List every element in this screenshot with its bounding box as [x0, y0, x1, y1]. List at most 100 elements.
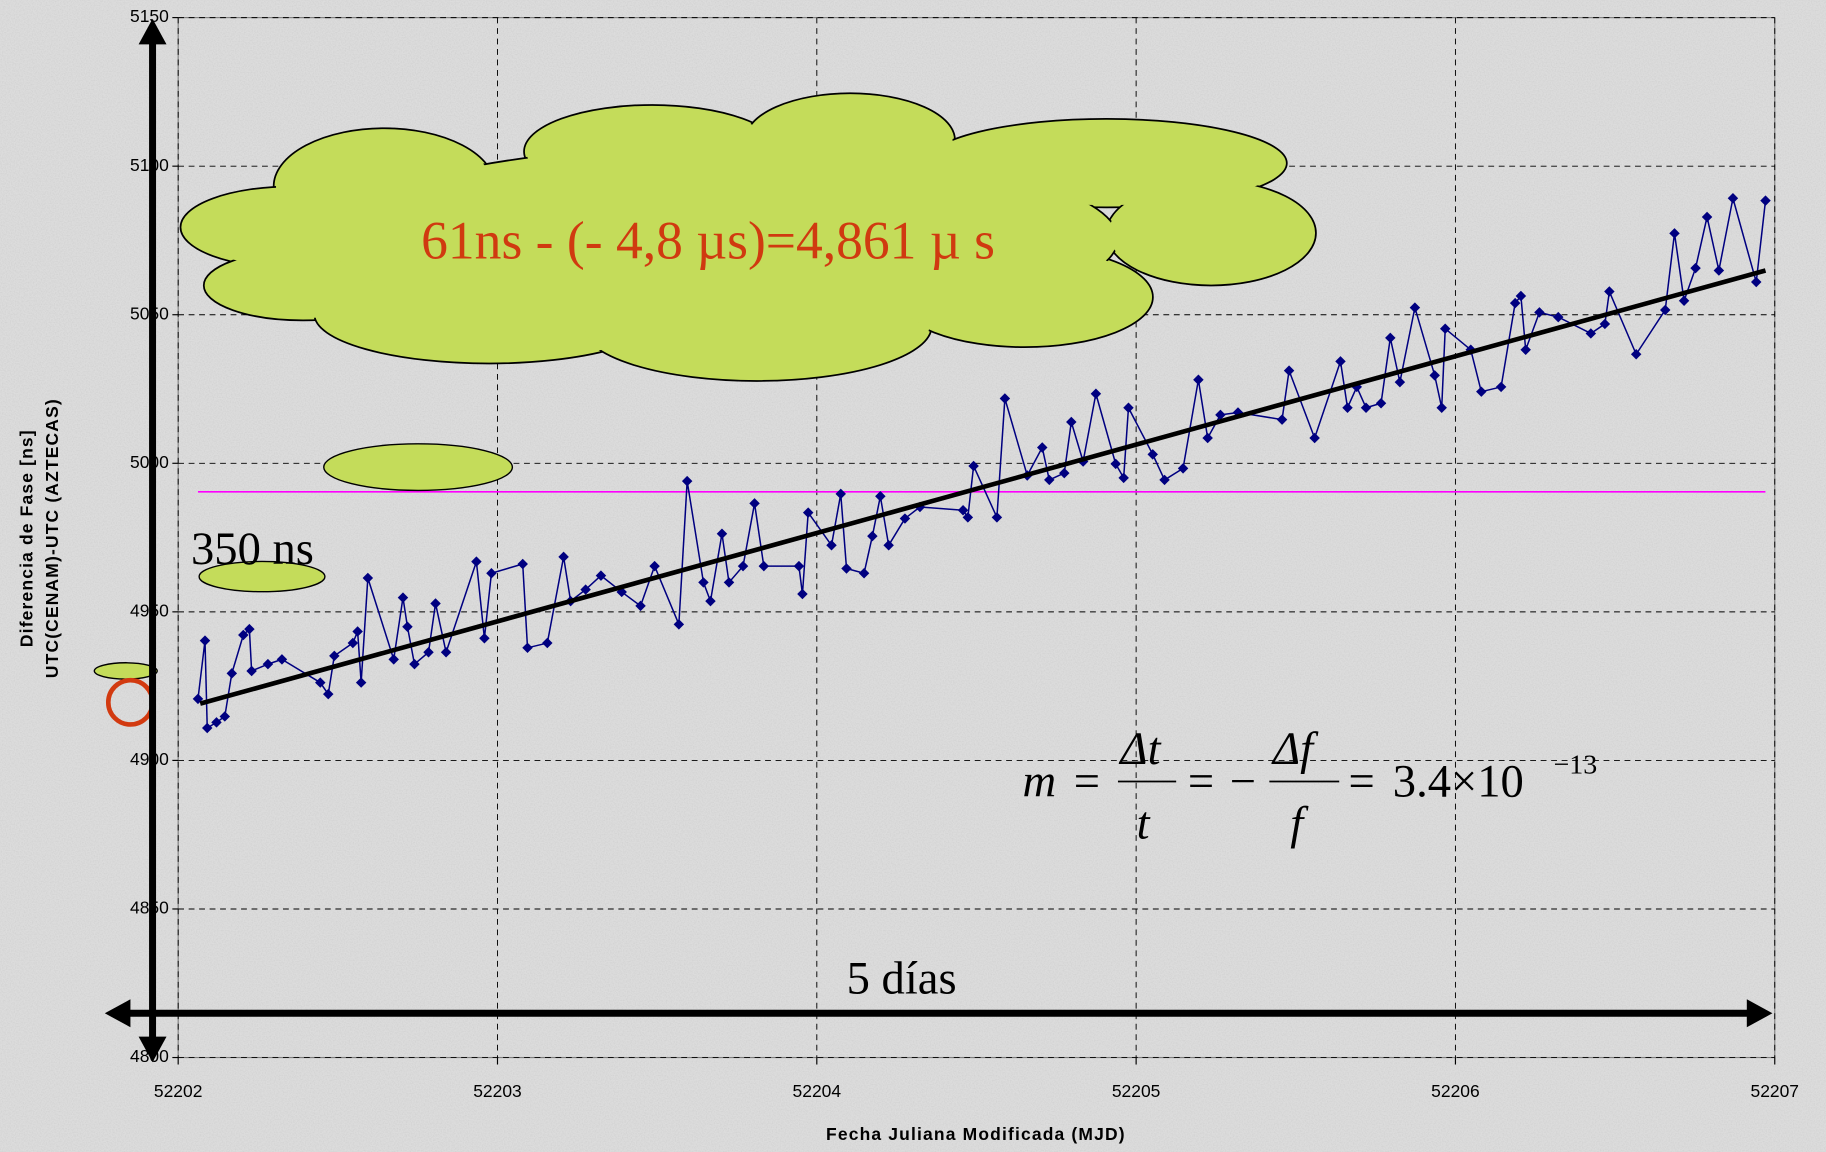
x-tick-label: 52206 — [1431, 1081, 1480, 1101]
x-tick-label: 52207 — [1750, 1081, 1799, 1101]
marker — [1436, 402, 1447, 413]
marker — [1599, 318, 1611, 330]
marker — [1630, 349, 1642, 360]
marker — [409, 658, 420, 670]
marker — [1375, 398, 1387, 409]
y-axis-title: UTC(CENAM)-UTC (AZTECAS) — [42, 398, 62, 678]
marker — [1678, 295, 1690, 307]
marker — [1159, 474, 1170, 486]
x-tick-label: 52203 — [473, 1081, 522, 1101]
marker — [1760, 195, 1771, 206]
marker — [423, 647, 434, 658]
trend-line — [199, 268, 1767, 706]
marker — [522, 642, 533, 654]
small-cloud — [93, 662, 158, 680]
span-ns: 350 ns — [191, 523, 314, 575]
span-days: 5 días — [847, 952, 957, 1004]
formula-exp: −13 — [1553, 749, 1597, 780]
formula-m: m — [1022, 756, 1056, 808]
formula-t: t — [1137, 798, 1151, 850]
marker — [957, 504, 969, 516]
marker — [826, 540, 837, 551]
marker — [276, 654, 288, 665]
marker — [323, 688, 334, 700]
marker — [1066, 416, 1077, 428]
marker — [1283, 365, 1295, 376]
marker — [219, 711, 231, 722]
formula-eq: = — [1074, 756, 1100, 808]
marker — [1123, 402, 1134, 413]
marker — [558, 551, 569, 563]
marker — [246, 665, 257, 677]
marker — [1037, 442, 1048, 453]
marker — [1585, 328, 1597, 339]
marker — [1690, 262, 1701, 274]
marker — [797, 588, 808, 600]
cloud-text: 61ns - (- 4,8 µs)=4,861 µ s — [421, 211, 995, 271]
big-cloud-fill — [182, 95, 1314, 379]
marker — [1090, 388, 1102, 400]
marker — [1727, 193, 1739, 204]
marker — [238, 629, 249, 641]
x-axis-title: Fecha Juliana Modificada (MJD) — [826, 1124, 1126, 1144]
marker — [1553, 311, 1564, 323]
marker — [211, 717, 222, 728]
marker — [867, 530, 878, 542]
marker — [1534, 307, 1545, 318]
marker — [397, 592, 409, 603]
marker — [1110, 458, 1121, 470]
marker — [479, 633, 490, 644]
marker — [802, 507, 814, 518]
marker — [673, 619, 685, 630]
marker — [649, 560, 660, 572]
marker — [1193, 374, 1204, 386]
data-line — [197, 197, 1767, 729]
marker — [835, 488, 846, 500]
arrows — [104, 18, 1773, 1063]
formula-eq: = — [1188, 756, 1214, 808]
formula-df: Δf — [1271, 723, 1319, 775]
marker — [793, 560, 805, 572]
marker — [580, 584, 591, 595]
marker — [486, 567, 497, 579]
marker — [1059, 467, 1070, 479]
marker — [635, 600, 646, 612]
marker — [226, 668, 238, 679]
marker — [698, 577, 709, 588]
marker — [858, 567, 870, 579]
marker — [723, 577, 735, 588]
formula-value: 3.4×10 — [1393, 756, 1524, 808]
marker — [1394, 376, 1406, 388]
marker — [1669, 228, 1680, 239]
x-tick-label: 52204 — [793, 1081, 842, 1101]
marker — [1360, 402, 1372, 413]
marker — [968, 460, 979, 472]
marker — [1044, 474, 1055, 486]
marker — [758, 560, 770, 572]
marker — [1429, 370, 1440, 381]
marker — [1215, 409, 1226, 421]
small-cloud — [198, 560, 326, 593]
marker — [705, 595, 716, 607]
marker — [737, 560, 749, 572]
x-tick-label: 52205 — [1112, 1081, 1161, 1101]
marker — [1515, 290, 1527, 302]
formula-minus: − — [1230, 756, 1256, 808]
marker — [1147, 449, 1158, 460]
formula: m = Δt t = − Δf f = 3.4×10 −13 — [1022, 723, 1597, 850]
marker — [1118, 472, 1129, 484]
marker — [749, 498, 760, 509]
y-axis-title: Diferencia de Fase [ns] — [17, 429, 37, 647]
marker — [1439, 323, 1451, 334]
marker — [1495, 381, 1507, 393]
marker — [517, 558, 528, 570]
y-tick-label: 5150 — [130, 6, 169, 26]
formula-eq: = — [1349, 756, 1375, 808]
small-cloud — [323, 443, 514, 492]
marker — [362, 572, 374, 584]
x-tick-label: 52202 — [154, 1081, 203, 1101]
marker — [1342, 402, 1353, 413]
marker — [1509, 297, 1521, 309]
